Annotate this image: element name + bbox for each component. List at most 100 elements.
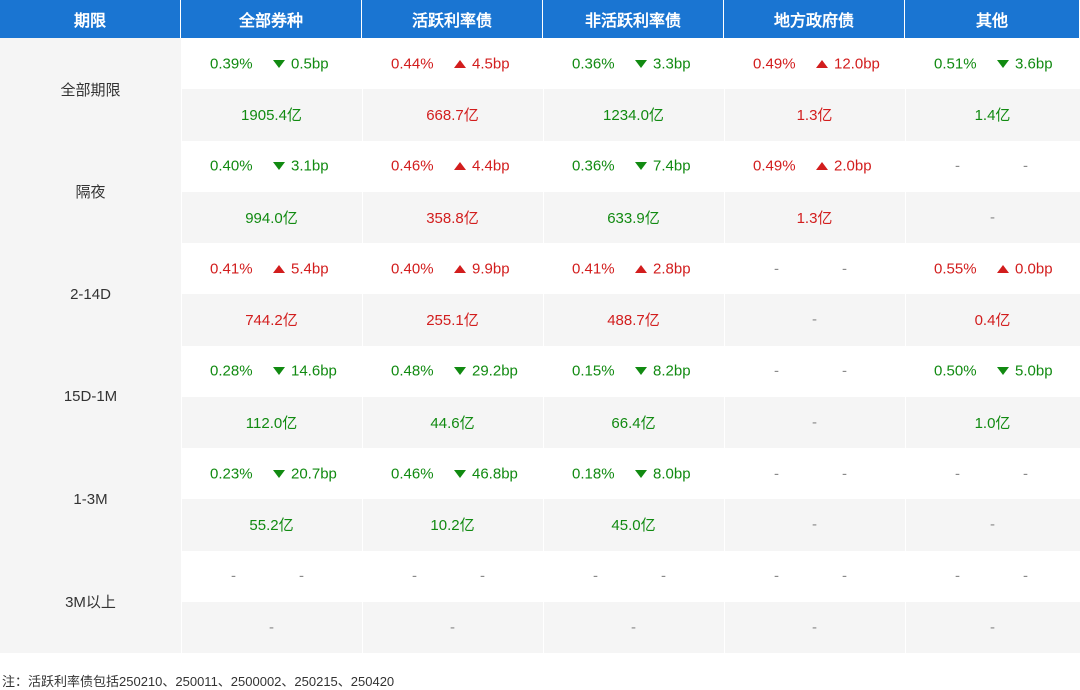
volume-cell: 1234.0亿 (543, 89, 724, 141)
rate-value: - (955, 465, 960, 483)
period-label: 3M以上 (0, 550, 181, 653)
volume-cell: 55.2亿 (181, 499, 362, 551)
rate-value: 0.49% (753, 157, 796, 175)
volume-cell: - (543, 601, 724, 653)
triangle-down-icon (635, 469, 647, 478)
triangle-down-icon (273, 59, 285, 68)
rate-value: - (774, 465, 779, 483)
volume-cell: - (181, 601, 362, 653)
column-divider (724, 38, 725, 661)
triangle-down-icon (273, 162, 285, 171)
rate-change-cell: 0.49% 2.0bp (724, 140, 905, 192)
rate-value: 0.51% (934, 55, 977, 73)
volume-cell: - (724, 396, 905, 448)
volume-cell: 633.9亿 (543, 191, 724, 243)
rate-change-cell: 0.51% 3.6bp (905, 38, 1080, 90)
rate-change-cell: 0.28% 14.6bp (181, 345, 362, 397)
volume-cell: 668.7亿 (362, 89, 543, 141)
rate-change-cell: 0.40% 3.1bp (181, 140, 362, 192)
volume-cell: - (905, 499, 1080, 551)
rate-change-cell: 0.55% 0.0bp (905, 243, 1080, 295)
bp-change: 4.4bp (472, 157, 510, 175)
column-header: 全部券种 (181, 0, 362, 38)
triangle-down-icon (273, 367, 285, 376)
triangle-down-icon (635, 59, 647, 68)
triangle-down-icon (635, 367, 647, 376)
period-label: 1-3M (0, 448, 181, 551)
rate-value: 0.46% (391, 465, 434, 483)
rate-value: 0.15% (572, 362, 615, 380)
bp-change: 12.0bp (834, 55, 880, 73)
period-label: 15D-1M (0, 345, 181, 448)
volume-cell: - (362, 601, 543, 653)
rate-change-cell: -- (362, 550, 543, 602)
bp-change: 3.6bp (1015, 55, 1053, 73)
volume-cell: 255.1亿 (362, 294, 543, 346)
rate-value: 0.40% (391, 260, 434, 278)
rate-change-cell: 0.49% 12.0bp (724, 38, 905, 90)
rate-change-cell: 0.44% 4.5bp (362, 38, 543, 90)
column-divider (905, 38, 906, 661)
bp-change: 9.9bp (472, 260, 510, 278)
rate-value: 0.36% (572, 157, 615, 175)
rate-change-cell: 0.18% 8.0bp (543, 448, 724, 500)
bp-change: - (842, 260, 847, 278)
bp-change: - (842, 362, 847, 380)
volume-cell: - (724, 601, 905, 653)
rate-change-cell: 0.15% 8.2bp (543, 345, 724, 397)
bp-change: 5.0bp (1015, 362, 1053, 380)
column-header: 期限 (0, 0, 181, 38)
period-label: 全部期限 (0, 38, 181, 141)
bp-change: 0.0bp (1015, 260, 1053, 278)
rate-change-cell: -- (543, 550, 724, 602)
rate-change-cell: 0.23% 20.7bp (181, 448, 362, 500)
bp-change: 7.4bp (653, 157, 691, 175)
rate-change-cell: 0.46% 4.4bp (362, 140, 543, 192)
rate-change-cell: 0.41% 2.8bp (543, 243, 724, 295)
rate-value: 0.36% (572, 55, 615, 73)
volume-cell: 44.6亿 (362, 396, 543, 448)
rate-change-cell: 0.40% 9.9bp (362, 243, 543, 295)
triangle-up-icon (635, 264, 647, 273)
rate-change-cell: 0.36% 7.4bp (543, 140, 724, 192)
bp-change: 46.8bp (472, 465, 518, 483)
rate-change-cell: 0.50% 5.0bp (905, 345, 1080, 397)
column-header: 非活跃利率债 (543, 0, 724, 38)
rate-change-cell: -- (905, 140, 1080, 192)
rate-change-cell: -- (724, 345, 905, 397)
rate-change-cell: 0.41% 5.4bp (181, 243, 362, 295)
column-header: 地方政府债 (724, 0, 905, 38)
rate-value: - (231, 567, 236, 585)
triangle-up-icon (454, 162, 466, 171)
table-footnote: 注：活跃利率债包括250210、250011、2500002、250215、25… (2, 674, 395, 689)
bp-change: 2.8bp (653, 260, 691, 278)
volume-cell: 66.4亿 (543, 396, 724, 448)
rate-value: 0.18% (572, 465, 615, 483)
rate-change-cell: -- (181, 550, 362, 602)
triangle-down-icon (997, 59, 1009, 68)
rate-change-cell: -- (724, 550, 905, 602)
rate-value: 0.46% (391, 157, 434, 175)
volume-cell: 1.3亿 (724, 191, 905, 243)
triangle-down-icon (635, 162, 647, 171)
period-label: 2-14D (0, 243, 181, 346)
rate-value: 0.39% (210, 55, 253, 73)
volume-cell: 488.7亿 (543, 294, 724, 346)
volume-cell: - (724, 499, 905, 551)
bp-change: - (842, 465, 847, 483)
rate-value: 0.41% (210, 260, 253, 278)
triangle-up-icon (816, 59, 828, 68)
rate-value: - (774, 362, 779, 380)
rate-change-cell: 0.48% 29.2bp (362, 345, 543, 397)
column-header: 其他 (905, 0, 1080, 38)
bp-change: 20.7bp (291, 465, 337, 483)
column-divider (543, 38, 544, 661)
bp-change: - (1023, 157, 1028, 175)
bp-change: 8.0bp (653, 465, 691, 483)
rate-change-cell: -- (724, 448, 905, 500)
rate-value: 0.55% (934, 260, 977, 278)
bp-change: 3.1bp (291, 157, 329, 175)
triangle-down-icon (273, 469, 285, 478)
rate-value: - (593, 567, 598, 585)
rate-value: - (955, 567, 960, 585)
